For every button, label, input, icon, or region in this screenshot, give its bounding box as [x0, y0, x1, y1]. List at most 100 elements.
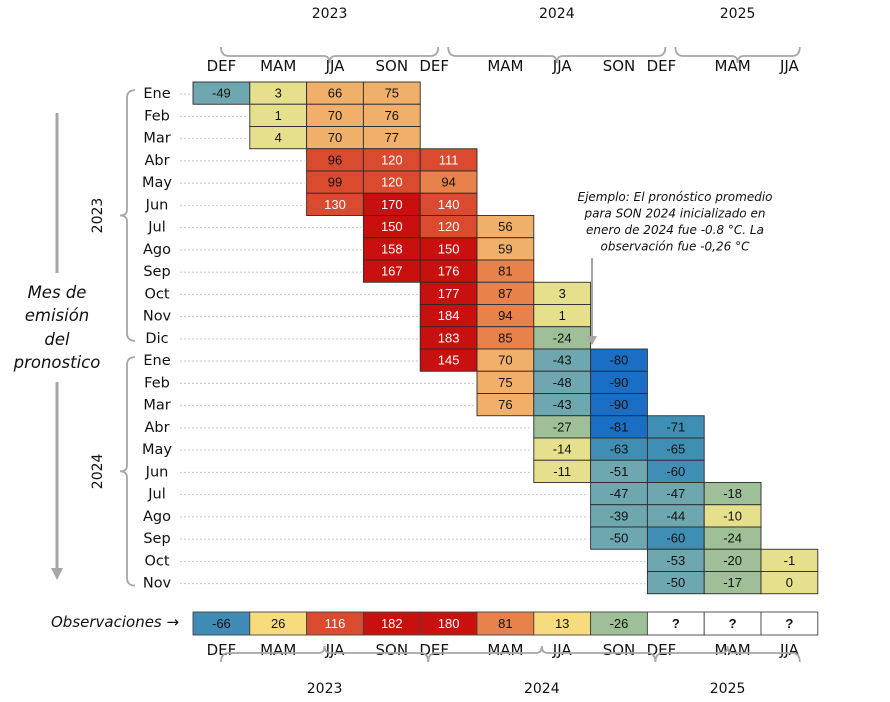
- season-label-top: JJA: [552, 57, 573, 75]
- forecast-value: 81: [498, 264, 512, 279]
- forecast-value: 70: [328, 108, 342, 123]
- issue-month-label: Feb: [144, 375, 170, 391]
- season-label-top: MAM: [260, 57, 296, 75]
- season-label-bottom: DEF: [647, 641, 677, 659]
- forecast-value: 94: [441, 175, 455, 190]
- observation-value: 182: [381, 616, 403, 631]
- season-label-bottom: SON: [603, 641, 636, 659]
- forecast-value: 167: [381, 264, 403, 279]
- annotation-line: Ejemplo: El pronóstico promedio: [577, 190, 772, 204]
- issue-month-label: Ene: [143, 353, 170, 369]
- axis-title-line-1: Mes de: [28, 283, 87, 302]
- forecast-value: 77: [385, 130, 399, 145]
- forecast-value: 170: [381, 197, 403, 212]
- forecast-value: 76: [385, 108, 399, 123]
- forecast-value: 150: [381, 219, 403, 234]
- season-label-bottom: JJA: [325, 641, 346, 659]
- forecast-value: 3: [275, 86, 282, 101]
- forecast-value: 76: [498, 397, 512, 412]
- forecast-value: -24: [553, 330, 572, 345]
- season-label-bottom: MAM: [260, 641, 296, 659]
- season-label-bottom: MAM: [715, 641, 751, 659]
- observation-value: ?: [729, 616, 737, 631]
- forecast-value: 140: [438, 197, 460, 212]
- forecast-value: -47: [610, 486, 629, 501]
- year-brace-left: [119, 356, 136, 587]
- issue-month-label: Feb: [144, 108, 170, 124]
- issue-month-label: Dic: [145, 331, 168, 347]
- observation-value: 13: [555, 616, 569, 631]
- year-brace-top: [220, 46, 440, 64]
- issue-month-label: Ago: [143, 242, 171, 258]
- season-label-top: SON: [376, 57, 409, 75]
- forecast-value: -18: [723, 486, 742, 501]
- forecast-value: -71: [666, 419, 685, 434]
- forecast-value: -60: [666, 464, 685, 479]
- season-label-bottom: SON: [376, 641, 409, 659]
- forecast-value: -53: [666, 553, 685, 568]
- season-label-top: DEF: [647, 57, 677, 75]
- season-label-top: DEF: [419, 57, 449, 75]
- forecast-value: 145: [438, 353, 460, 368]
- season-label-top: DEF: [207, 57, 237, 75]
- issue-year-label: 2023: [90, 198, 106, 234]
- forecast-value: 94: [498, 308, 512, 323]
- season-label-top: MAM: [715, 57, 751, 75]
- forecast-value: 120: [381, 152, 403, 167]
- observation-value: 81: [498, 616, 512, 631]
- observations-label: Observaciones →: [51, 613, 179, 631]
- forecast-value: -80: [610, 353, 629, 368]
- forecast-value: 120: [438, 219, 460, 234]
- year-brace-bottom: [654, 645, 801, 663]
- forecast-value: 150: [438, 241, 460, 256]
- forecast-value: -14: [553, 442, 572, 457]
- issue-month-label: Nov: [143, 309, 172, 325]
- issue-month-label: Ago: [143, 509, 171, 525]
- year-brace-top: [447, 46, 667, 64]
- forecast-value: -63: [610, 442, 629, 457]
- forecast-value: 66: [328, 86, 342, 101]
- issue-month-axis-title: Mes de emisión del pronostico: [13, 113, 101, 580]
- axis-title-line-4: pronostico: [13, 353, 101, 372]
- forecast-value: -50: [610, 531, 629, 546]
- season-label-top: MAM: [487, 57, 523, 75]
- axis-title-line-3: del: [44, 330, 70, 349]
- observation-value: -26: [610, 616, 629, 631]
- forecast-value: 75: [498, 375, 512, 390]
- year-label-bottom: 2024: [524, 681, 560, 697]
- season-label-top: JJA: [779, 57, 800, 75]
- season-label-bottom: DEF: [207, 641, 237, 659]
- year-label-bottom: 2025: [710, 681, 746, 697]
- forecast-value: -90: [610, 397, 629, 412]
- forecast-value: -44: [666, 508, 685, 523]
- issue-month-label: Abr: [144, 420, 169, 436]
- arrow-down-icon: [587, 336, 597, 345]
- forecast-value: -65: [666, 442, 685, 457]
- forecast-value: 99: [328, 175, 342, 190]
- forecast-value: 111: [439, 152, 459, 167]
- forecast-value: 183: [438, 330, 460, 345]
- forecast-value: -39: [610, 508, 629, 523]
- issue-month-label: Jul: [147, 487, 166, 503]
- year-brace-bottom: [220, 645, 430, 663]
- forecast-value: -49: [212, 86, 231, 101]
- forecast-value: 177: [438, 286, 460, 301]
- forecast-value: 96: [328, 152, 342, 167]
- year-brace-left: [119, 89, 136, 342]
- observation-value: 116: [325, 616, 346, 631]
- forecast-value: -11: [553, 464, 571, 479]
- year-label-bottom: 2023: [307, 681, 343, 697]
- forecast-value: 158: [381, 241, 403, 256]
- issue-month-label: Oct: [144, 286, 169, 302]
- forecast-value: 1: [275, 108, 282, 123]
- issue-month-label: Jul: [147, 220, 166, 236]
- forecast-value: 130: [324, 197, 346, 212]
- forecast-value: 59: [498, 241, 512, 256]
- issue-month-label: Jun: [145, 464, 169, 480]
- issue-month-label: May: [142, 442, 172, 458]
- forecast-value: -60: [666, 531, 685, 546]
- observation-cell: [760, 611, 819, 636]
- forecast-value: -47: [666, 486, 685, 501]
- observation-value: ?: [672, 616, 680, 631]
